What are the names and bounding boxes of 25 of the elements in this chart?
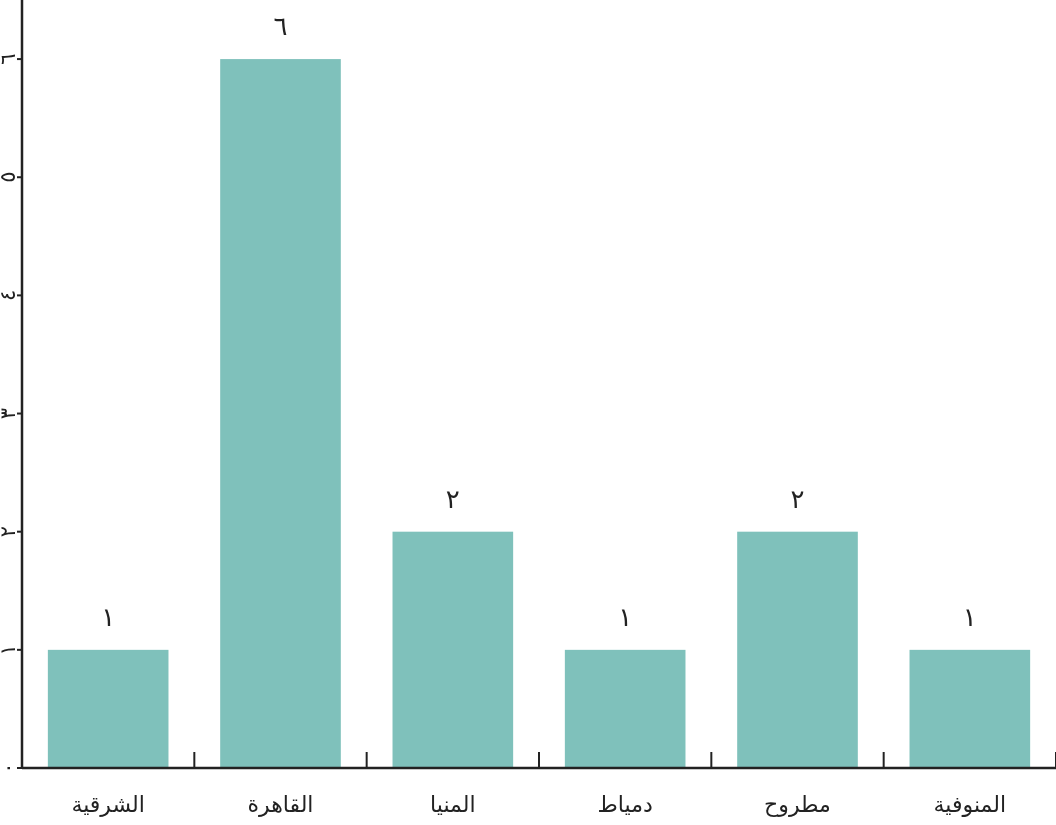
data-label: ٢ [445,483,460,514]
data-label: ٦ [273,11,288,42]
x-tick-label: مطروح [764,792,831,817]
y-tick-label: ٦ [0,53,20,65]
x-tick-label: الشرقية [71,792,145,817]
bar [392,531,514,768]
y-tick-label: ٢ [0,526,20,538]
x-tick-label: المنيا [430,792,476,817]
data-label: ٢ [790,483,805,514]
y-tick-label: ٠ [0,762,20,774]
bar [47,649,169,768]
y-tick-label: ٤ [0,289,20,302]
bar [737,531,858,768]
x-tick-label: القاهرة [247,792,314,817]
data-label: ١ [618,601,633,632]
x-tick-label: المنوفية [933,792,1007,817]
bar [564,649,686,768]
y-tick-label: ٣ [0,407,20,420]
y-tick-label: ٥ [0,171,20,183]
x-tick-label: دمياط [597,792,653,817]
data-label: ١ [962,601,977,632]
bar [220,59,341,768]
y-tick-label: ١ [0,644,20,656]
data-label: ١ [101,601,116,632]
bar [909,649,1031,768]
